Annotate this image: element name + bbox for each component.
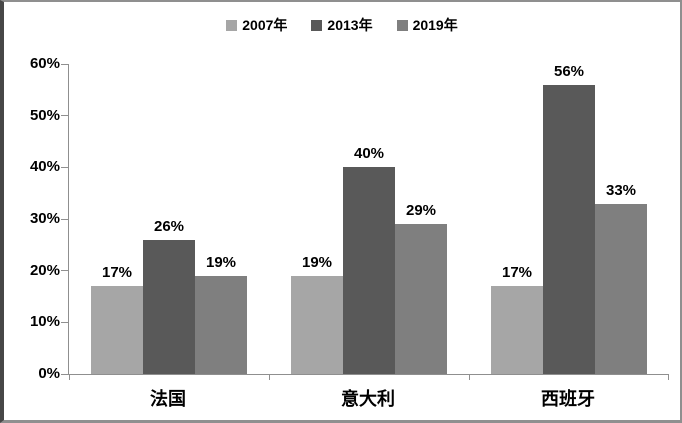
y-axis-label: 60%: [29, 55, 60, 72]
y-tick: [61, 373, 69, 375]
plot-area: 17% 26% 19% 19% 40% 29% 17% 56% 33%: [61, 62, 669, 380]
legend-item: 2019年: [396, 15, 458, 35]
legend-item: 2007年: [226, 15, 287, 35]
bar-value-label: 33%: [605, 181, 637, 199]
bar-value-label: 19%: [205, 253, 237, 271]
bar: [595, 203, 647, 374]
legend-label: 2007年: [242, 17, 288, 33]
y-axis-label: 30%: [29, 210, 60, 227]
legend-label: 2013年: [327, 17, 373, 33]
y-tick: [61, 218, 69, 220]
bar: [91, 286, 143, 374]
bar-value-label: 17%: [101, 264, 133, 282]
y-tick: [61, 270, 69, 272]
y-tick: [61, 321, 69, 323]
y-tick: [61, 63, 69, 65]
y-axis-label: 50%: [29, 106, 60, 124]
bar: [543, 84, 595, 374]
y-axis-label: 40%: [29, 158, 60, 176]
y-tick: [61, 115, 69, 117]
bar-value-label: 19%: [301, 253, 333, 271]
bar: [195, 275, 247, 374]
bar-value-label: 26%: [153, 217, 185, 235]
x-tick: [69, 374, 70, 380]
bar: [143, 239, 195, 374]
y-axis-label: 0%: [38, 365, 60, 382]
bar-value-label: 56%: [553, 62, 585, 80]
bar-value-label: 40%: [353, 145, 385, 163]
bar: [491, 286, 543, 374]
y-axis-label: 20%: [29, 261, 60, 279]
y-tick: [61, 166, 69, 168]
bar: [395, 224, 447, 374]
legend-swatch-icon: [226, 19, 238, 31]
x-tick: [269, 374, 270, 380]
category-label: 西班牙: [541, 389, 595, 409]
legend: 2007年 2013年 2019年: [4, 15, 680, 35]
bar: [343, 167, 395, 374]
bar-value-label: 17%: [501, 264, 533, 282]
legend-swatch-icon: [311, 19, 323, 31]
y-axis-label: 10%: [29, 313, 60, 331]
x-tick: [469, 374, 470, 380]
legend-item: 2013年: [311, 15, 373, 35]
legend-label: 2019年: [412, 17, 458, 33]
bar-value-label: 29%: [405, 202, 437, 220]
x-tick: [668, 374, 669, 380]
category-label: 意大利: [341, 389, 395, 409]
bar: [291, 275, 343, 374]
category-label: 法国: [150, 389, 186, 409]
legend-swatch-icon: [396, 19, 408, 31]
